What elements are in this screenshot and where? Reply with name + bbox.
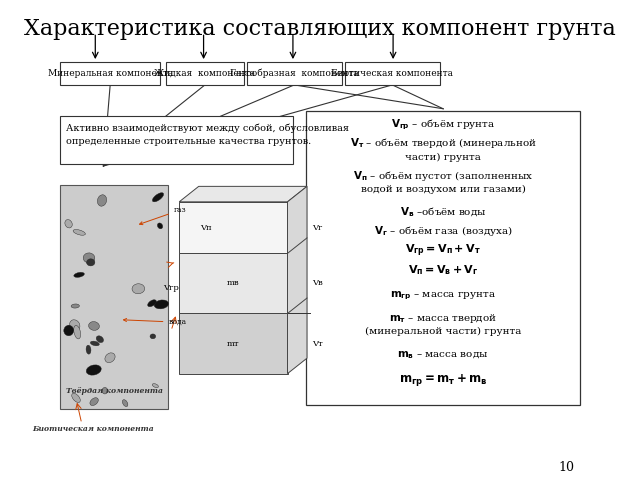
Text: $\mathbf{m_{т}}$ – масса твердой
(минеральной части) грунта: $\mathbf{m_{т}}$ – масса твердой (минера… [365,312,522,336]
Text: $\mathbf{V_{гр} = V_{п} + V_{т}}$: $\mathbf{V_{гр} = V_{п} + V_{т}}$ [405,242,481,259]
Text: Биотическая компонента: Биотическая компонента [32,424,154,432]
Text: $\mathbf{V_{г}}$ – объём газа (воздуха): $\mathbf{V_{г}}$ – объём газа (воздуха) [374,225,513,239]
Text: $\mathbf{m_{гр} = m_{т} + m_{в}}$: $\mathbf{m_{гр} = m_{т} + m_{в}}$ [399,372,488,388]
Ellipse shape [90,398,99,406]
Ellipse shape [74,272,84,277]
Text: вода: вода [124,318,186,326]
Text: Vп: Vп [200,224,212,231]
Text: Минеральная компонента: Минеральная компонента [47,69,173,78]
Ellipse shape [70,320,80,330]
Ellipse shape [152,192,164,202]
Text: Vгр: Vгр [163,284,179,292]
Text: Газообразная  компонента: Газообразная компонента [230,69,358,78]
Text: газ: газ [140,206,186,225]
Text: 10: 10 [559,461,575,474]
Ellipse shape [96,336,104,343]
Ellipse shape [74,325,81,339]
Text: Активно взаимодействуют между собой, обусловливая
определенные строительные каче: Активно взаимодействуют между собой, обу… [65,123,349,146]
Text: mв: mв [227,279,239,288]
Text: $\mathbf{V_{гр}}$ – объём грунта: $\mathbf{V_{гр}}$ – объём грунта [391,117,495,132]
Text: Vт: Vт [312,339,323,348]
Text: $\mathbf{V_{в}}$ –объём воды: $\mathbf{V_{в}}$ –объём воды [400,205,486,219]
Ellipse shape [65,219,72,228]
Bar [247,62,342,85]
Text: $\mathbf{V_{п} = V_{в} + V_{г}}$: $\mathbf{V_{п} = V_{в} + V_{г}}$ [408,263,478,276]
Text: mт: mт [227,339,239,348]
Ellipse shape [71,304,79,308]
Ellipse shape [152,384,159,388]
Ellipse shape [154,300,168,309]
Text: Характеристика составляющих компонент грунта: Характеристика составляющих компонент гр… [24,18,616,40]
Ellipse shape [148,300,156,307]
Ellipse shape [88,322,99,330]
Ellipse shape [73,229,85,235]
Bar [345,62,440,85]
Ellipse shape [157,223,163,229]
Ellipse shape [86,345,91,354]
Polygon shape [287,186,307,373]
Bar [60,116,293,164]
Text: $\mathbf{m_{в}}$ – масса воды: $\mathbf{m_{в}}$ – масса воды [397,349,489,360]
Text: Твёрдая компонента: Твёрдая компонента [66,387,163,396]
Ellipse shape [122,400,128,407]
Ellipse shape [132,284,145,294]
Bar [179,253,287,313]
Ellipse shape [97,195,107,206]
Ellipse shape [150,334,156,339]
Text: $\mathbf{V_{п}}$ – объём пустот (заполненных
водой и воздухом или газами): $\mathbf{V_{п}}$ – объём пустот (заполне… [353,169,533,194]
Bar [60,185,168,409]
Ellipse shape [86,365,101,375]
Ellipse shape [105,353,115,362]
Bar [307,111,580,405]
Ellipse shape [83,253,95,263]
Bar [179,202,287,253]
Ellipse shape [86,259,95,266]
Polygon shape [179,186,307,202]
Bar [166,62,244,85]
Ellipse shape [64,325,74,336]
Text: $\mathbf{m_{гр}}$ – масса грунта: $\mathbf{m_{гр}}$ – масса грунта [390,290,496,302]
Text: Биотическая компонента: Биотическая компонента [332,69,453,78]
Text: $\mathbf{V_{т}}$ – объём твердой (минеральной
части) грунта: $\mathbf{V_{т}}$ – объём твердой (минера… [349,136,536,162]
Ellipse shape [90,341,99,346]
Bar [179,313,287,373]
Ellipse shape [102,387,108,394]
Bar [60,62,160,85]
Ellipse shape [67,325,79,330]
Text: Vг: Vг [312,224,323,231]
Text: Vв: Vв [312,279,323,288]
Text: Жидкая  компонента: Жидкая компонента [154,69,255,78]
Ellipse shape [72,393,80,402]
